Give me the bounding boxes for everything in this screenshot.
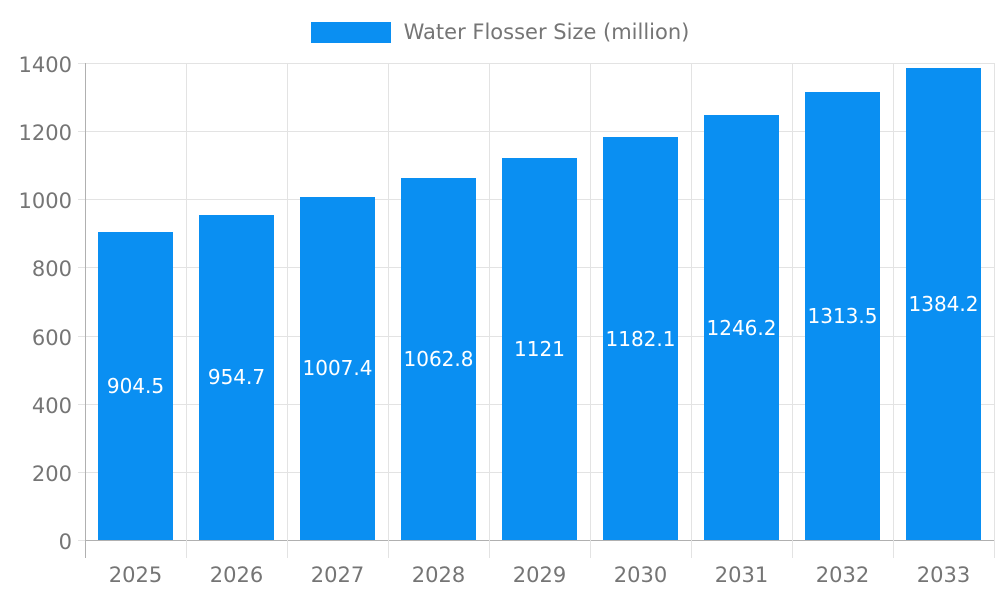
bar: [98, 231, 173, 540]
y-axis-tick: [78, 472, 85, 473]
x-tick-label: 2025: [108, 563, 163, 587]
bar-value-label: 1313.5: [807, 304, 878, 328]
gridline-vertical: [287, 63, 288, 540]
bar-value-label: 1246.2: [706, 316, 777, 340]
y-axis-tick: [78, 131, 85, 132]
bar-value-label: 1182.1: [605, 327, 676, 351]
gridline-vertical: [691, 63, 692, 540]
bar: [199, 214, 274, 540]
x-tick-label: 2032: [815, 563, 870, 587]
bar-value-label: 1007.4: [302, 356, 373, 380]
x-axis-tick: [489, 540, 490, 558]
bar: [300, 196, 375, 540]
bar: [805, 92, 880, 540]
y-tick-label: 600: [31, 326, 72, 350]
x-axis-tick: [186, 540, 187, 558]
y-tick-label: 1200: [18, 121, 72, 145]
x-axis-tick: [590, 540, 591, 558]
chart-legend: Water Flosser Size (million): [0, 20, 1000, 44]
gridline-vertical: [489, 63, 490, 540]
bar: [401, 177, 476, 540]
plot-area: 904.5 954.7 1007.4 1062.8 1121 1182.1 1246.2 13…: [85, 63, 995, 541]
legend-label: Water Flosser Size (million): [403, 20, 690, 44]
legend-swatch: [310, 21, 391, 43]
bar: [906, 68, 981, 540]
x-tick-label: 2030: [613, 563, 668, 587]
bar: [502, 158, 577, 540]
x-axis-tick: [893, 540, 894, 558]
x-axis-tick: [994, 540, 995, 558]
x-axis-tick: [792, 540, 793, 558]
y-tick-label: 200: [31, 462, 72, 486]
x-tick-label: 2031: [714, 563, 769, 587]
y-tick-label: 1000: [18, 189, 72, 213]
bar-value-label: 904.5: [106, 374, 165, 398]
y-tick-label: 400: [31, 394, 72, 418]
x-tick-label: 2026: [209, 563, 264, 587]
bar-value-label: 954.7: [207, 365, 266, 389]
x-tick-label: 2027: [310, 563, 365, 587]
gridline-vertical: [893, 63, 894, 540]
gridline-vertical: [388, 63, 389, 540]
y-axis-tick: [78, 199, 85, 200]
gridline-horizontal: [85, 131, 994, 132]
gridline-vertical: [186, 63, 187, 540]
y-axis-line: [85, 63, 86, 540]
y-axis-tick: [78, 540, 85, 541]
y-axis-tick: [78, 336, 85, 337]
y-axis-tick: [78, 63, 85, 64]
x-axis-tick: [287, 540, 288, 558]
x-tick-label: 2028: [411, 563, 466, 587]
x-axis-tick: [85, 540, 86, 558]
gridline-vertical: [792, 63, 793, 540]
bar: [603, 137, 678, 540]
x-axis-baseline: [85, 540, 994, 541]
x-axis-tick: [388, 540, 389, 558]
bar: [704, 115, 779, 540]
y-axis-tick: [78, 404, 85, 405]
bar-value-label: 1062.8: [403, 347, 474, 371]
bar-value-label: 1384.2: [908, 292, 979, 316]
y-axis-tick: [78, 267, 85, 268]
bar-value-label: 1121: [514, 337, 565, 361]
y-tick-label: 1400: [18, 53, 72, 77]
x-axis-tick: [691, 540, 692, 558]
y-tick-label: 0: [58, 530, 72, 554]
x-tick-label: 2033: [916, 563, 971, 587]
x-tick-label: 2029: [512, 563, 567, 587]
gridline-vertical: [994, 63, 995, 540]
y-tick-label: 800: [31, 257, 72, 281]
gridline-horizontal: [85, 63, 994, 64]
gridline-vertical: [590, 63, 591, 540]
